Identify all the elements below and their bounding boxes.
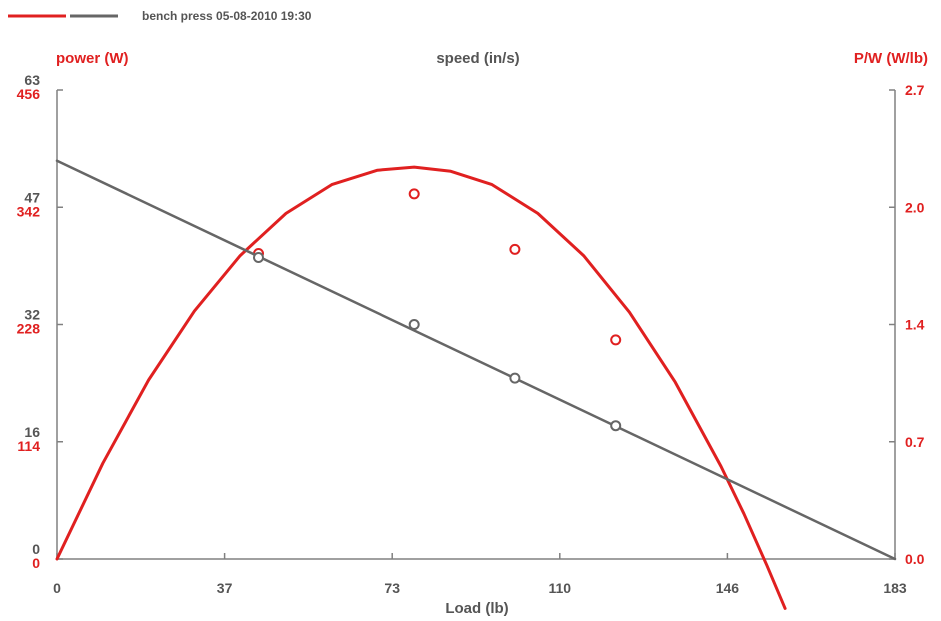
power-tick-label: 114 — [17, 438, 40, 454]
x-tick-label: 73 — [384, 580, 400, 596]
speed-tick-label: 63 — [24, 72, 40, 88]
x-tick-label: 110 — [549, 580, 572, 596]
speed-data-point — [408, 319, 420, 330]
speed-tick-label: 47 — [24, 189, 40, 205]
speed-tick-label: 32 — [24, 307, 40, 323]
x-tick-label: 146 — [716, 580, 740, 596]
pw-tick-label: 2.0 — [905, 199, 925, 215]
pw-tick-label: 0.0 — [905, 551, 925, 567]
center-axis-title: speed (in/s) — [436, 50, 519, 67]
power-tick-label: 228 — [17, 321, 41, 337]
power-tick-label: 342 — [17, 203, 41, 219]
speed-data-point — [509, 372, 521, 384]
left-axis-title: power (W) — [56, 50, 129, 67]
pw-tick-label: 1.4 — [905, 317, 925, 333]
legend: bench press 05-08-2010 19:30 — [8, 9, 312, 23]
x-tick-label: 183 — [883, 580, 907, 596]
power-fit-curve — [55, 165, 787, 610]
pw-tick-label: 2.7 — [905, 82, 925, 98]
right-axis-title: P/W (W/lb) — [854, 50, 928, 67]
speed-data-point — [253, 252, 264, 263]
speed-fit-line — [55, 159, 897, 561]
speed-data-point — [610, 420, 622, 432]
power-tick-label: 0 — [32, 555, 40, 571]
x-tick-label: 0 — [53, 580, 61, 596]
chart-title: bench press 05-08-2010 19:30 — [142, 9, 312, 23]
speed-tick-label: 0 — [32, 541, 40, 557]
power-tick-label: 456 — [17, 86, 41, 102]
power-data-point — [509, 243, 521, 255]
series — [55, 159, 897, 610]
speed-tick-label: 16 — [24, 424, 40, 440]
axes — [56, 89, 896, 560]
power-data-point — [408, 188, 420, 200]
power-data-point — [610, 334, 622, 346]
x-tick-label: 37 — [217, 580, 233, 596]
pw-tick-label: 0.7 — [905, 434, 925, 450]
x-axis-label: Load (lb) — [445, 600, 508, 617]
